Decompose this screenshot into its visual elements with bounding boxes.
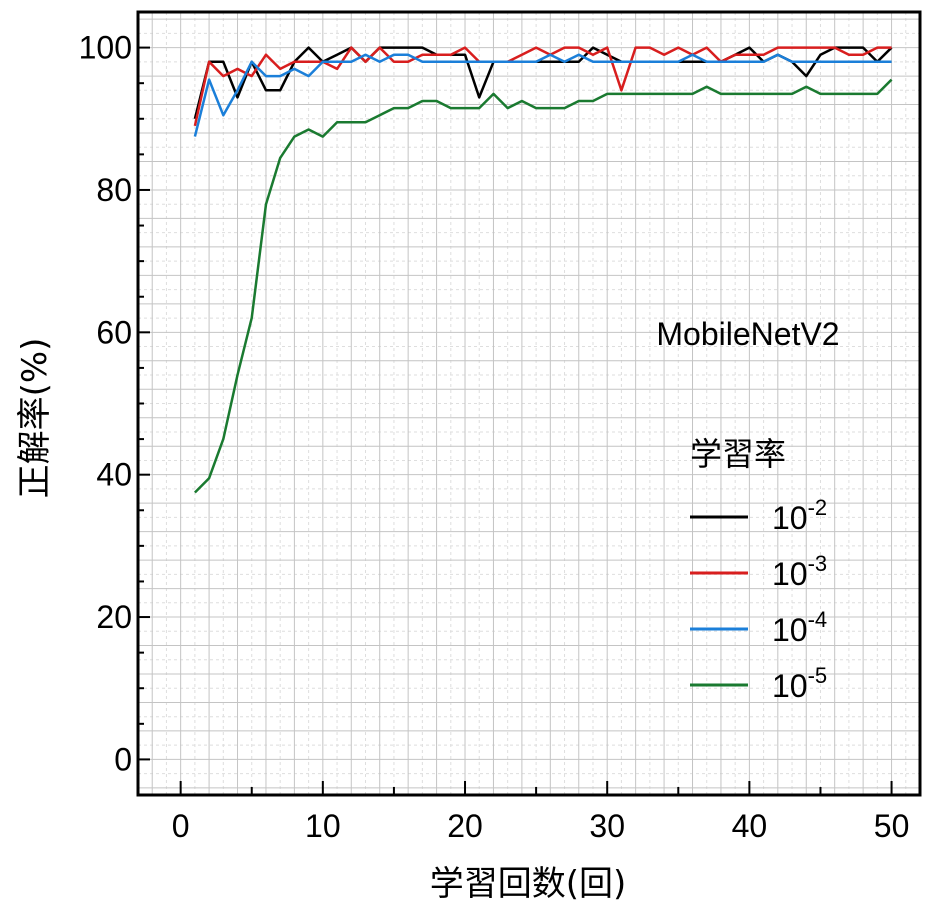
legend-label-2: 10-3	[772, 551, 827, 592]
y-axis-title: 正解率(%)	[15, 338, 55, 499]
legend-label-1: 10-2	[772, 495, 827, 536]
legend-label-base: 10	[772, 612, 808, 648]
legend-label-3: 10-4	[772, 607, 827, 648]
y-tick-label: 0	[114, 741, 132, 777]
legend: 学習率 10-210-310-410-5	[690, 435, 827, 704]
model-name-annotation: MobileNetV2	[656, 316, 839, 352]
series-line-4	[194, 78, 893, 494]
legend-label-4: 10-5	[772, 663, 827, 704]
legend-label-base: 10	[772, 556, 808, 592]
series-line-3	[193, 53, 892, 137]
legend-label-exponent: -2	[808, 495, 828, 520]
legend-label-base: 10	[772, 668, 808, 704]
x-tick-label: 0	[172, 808, 190, 844]
series-line-2	[193, 46, 892, 127]
y-tick-label: 40	[96, 457, 132, 493]
x-tick-label: 30	[589, 808, 625, 844]
legend-title: 学習率	[690, 435, 786, 473]
legend-label-exponent: -4	[808, 607, 828, 632]
x-tick-label: 10	[305, 808, 341, 844]
legend-label-base: 10	[772, 500, 808, 536]
x-axis-title: 学習回数(回)	[430, 864, 627, 904]
y-axis-tick-labels: 0 20 40 60 80 100	[79, 30, 132, 778]
x-tick-label: 40	[732, 808, 768, 844]
y-tick-label: 100	[79, 30, 132, 66]
legend-items: 10-210-310-410-5	[690, 495, 827, 704]
legend-label-exponent: -5	[808, 663, 828, 688]
x-tick-label: 20	[447, 808, 483, 844]
y-tick-label: 80	[96, 172, 132, 208]
y-tick-label: 20	[96, 599, 132, 635]
axis-ticks	[138, 46, 893, 795]
x-axis-tick-labels: 0 10 20 30 40 50	[172, 808, 910, 844]
minor-gridlines	[137, 12, 920, 795]
x-tick-label: 50	[874, 808, 910, 844]
series-lines	[193, 46, 893, 494]
legend-label-exponent: -3	[808, 551, 828, 576]
y-tick-label: 60	[96, 314, 132, 350]
